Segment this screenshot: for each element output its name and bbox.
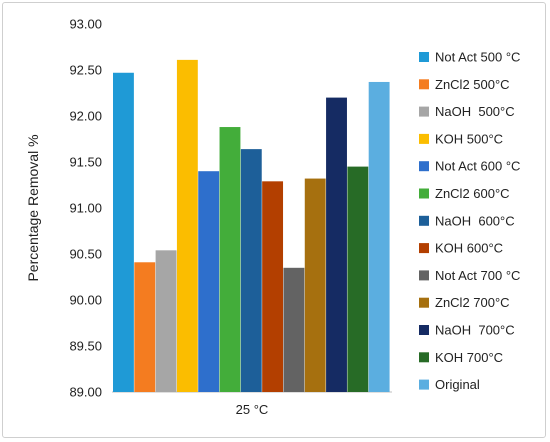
bar [113,72,134,392]
bar [368,81,390,393]
y-tick-label: 89.50 [69,339,102,354]
legend-swatch [419,297,429,308]
x-category-label: 25 °C [236,402,269,417]
legend-label: KOH 700°C [435,350,503,365]
legend-swatch [419,52,429,62]
bar [262,181,284,392]
legend-label: Not Act 600 °C [435,159,520,174]
legend-label: Not Act 500 °C [435,50,520,65]
legend-swatch [419,133,429,144]
legend-label: NaOH 500°C [435,104,515,119]
bar [326,97,347,392]
legend-label: Original [435,377,480,392]
legend-swatch [419,270,429,281]
legend-swatch [419,379,429,390]
legend-swatch [419,352,429,363]
legend-label: KOH 600°C [435,241,503,256]
y-axis-title: Percentage Removal % [25,134,41,281]
bar [283,267,305,392]
bar [176,59,198,392]
legend-label: ZnCl2 700°C [435,295,510,310]
y-tick-label: 90.50 [69,247,102,262]
bar [155,250,177,392]
legend: Not Act 500 °C ZnCl2 500°C NaOH 500°C KOH 5… [419,50,520,392]
y-tick-label: 92.00 [69,109,102,124]
bar [240,149,262,392]
legend-swatch [419,106,429,117]
legend-label: KOH 500°C [435,131,503,146]
legend-label: NaOH 600°C [435,213,515,228]
legend-swatch [419,243,429,254]
legend-label: ZnCl2 600°C [435,186,510,201]
legend-label: Not Act 700 °C [435,268,520,283]
y-tick-label: 93.00 [69,17,102,32]
y-tick-label: 90.00 [69,293,102,308]
bars [113,59,390,393]
y-axis-ticks: 89.00 89.50 90.00 90.50 91.00 91.50 92.00 92.50… [69,17,102,400]
legend-swatch [419,161,429,172]
bar [219,127,241,392]
bar [198,171,220,392]
legend-swatch [419,188,429,199]
y-tick-label: 91.00 [69,201,102,216]
legend-swatch [419,215,429,226]
legend-swatch [419,79,429,90]
y-tick-label: 91.50 [69,155,102,170]
y-tick-label: 92.50 [69,63,102,78]
legend-label: ZnCl2 500°C [435,77,510,92]
y-tick-label: 89.00 [69,385,102,400]
bar [134,262,156,392]
legend-swatch [419,325,429,335]
bar [304,178,326,392]
bar [347,166,369,392]
legend-label: NaOH 700°C [435,323,515,338]
